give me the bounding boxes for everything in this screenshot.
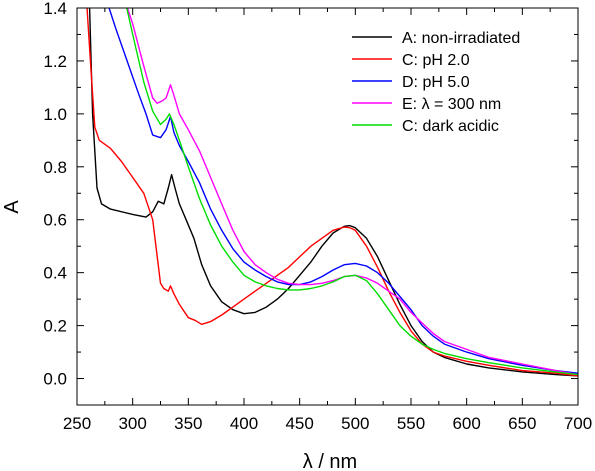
y-tick-label: 0.0 [43,370,67,389]
y-tick-label: 1.0 [43,105,67,124]
legend-label-4: E: λ = 300 nm [402,96,501,113]
series-line-2 [86,8,578,377]
legend-label-5: C: dark acidic [402,118,499,135]
x-axis-label: λ / nm [303,451,357,471]
x-tick-label: 300 [118,414,146,433]
plot-frame [76,7,579,406]
legend-label-3: D: pH 5.0 [402,74,470,91]
x-tick-label: 700 [564,414,592,433]
series-line-3 [108,8,578,374]
y-tick-label: 0.6 [43,211,67,230]
x-tick-label: 350 [174,414,202,433]
series-line-5 [126,8,578,376]
series-line-4 [126,8,578,376]
legend: A: non-irradiated C: pH 2.0 D: pH 5.0 E: λ … [352,30,520,135]
x-tick-label: 450 [285,414,313,433]
legend-label-2: C: pH 2.0 [402,52,470,69]
x-axis: 250 300 350 400 450 500 550 600 650 700 [63,8,592,433]
y-axis: 0.0 0.2 0.4 0.6 0.8 1.0 1.2 1.4 [43,0,578,389]
x-tick-label: 500 [341,414,369,433]
legend-label-1: A: non-irradiated [402,30,520,47]
y-tick-label: 0.2 [43,317,67,336]
y-tick-label: 1.2 [43,52,67,71]
x-tick-label: 650 [508,414,536,433]
x-tick-label: 400 [230,414,258,433]
y-tick-label: 0.8 [43,158,67,177]
x-tick-label: 600 [452,414,480,433]
series-line-1 [88,8,578,377]
series-layer [86,8,578,377]
y-axis-label: A [1,200,23,214]
x-tick-label: 250 [63,414,91,433]
y-tick-label: 0.4 [43,264,67,283]
y-tick-label: 1.4 [43,0,67,18]
x-tick-label: 550 [397,414,425,433]
